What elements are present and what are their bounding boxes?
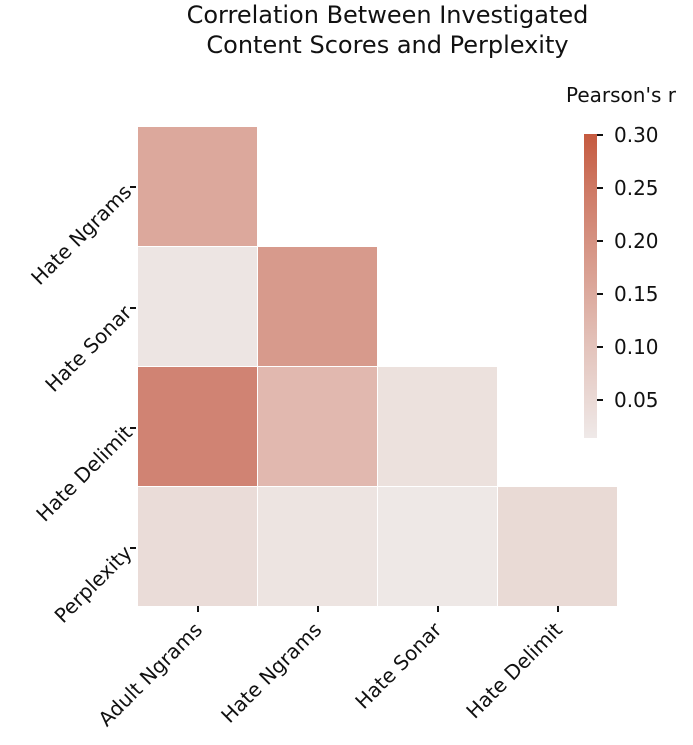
colorbar-tick <box>597 134 603 136</box>
x-tick <box>317 606 319 612</box>
heatmap-cell <box>138 127 257 246</box>
colorbar <box>584 134 597 438</box>
y-label-perplexity: Perplexity <box>49 540 137 628</box>
colorbar-label: 0.10 <box>614 335 659 359</box>
colorbar-tick <box>597 346 603 348</box>
colorbar-label: 0.25 <box>614 176 659 200</box>
heatmap-cell <box>498 487 617 606</box>
colorbar-tick <box>597 240 603 242</box>
heatmap-cell <box>138 247 257 366</box>
y-label-hate-ngrams: Hate Ngrams <box>26 179 137 290</box>
y-tick <box>130 547 136 549</box>
heatmap-cell <box>378 367 497 486</box>
chart-title-line-1: Correlation Between Investigated <box>186 1 589 29</box>
chart-title: Correlation Between Investigated Content… <box>120 0 655 60</box>
x-tick <box>557 606 559 612</box>
x-tick <box>197 606 199 612</box>
colorbar-label: 0.05 <box>614 388 659 412</box>
x-label-hate-delimit: Hate Delimit <box>460 617 567 724</box>
x-label-adult-ngrams: Adult Ngrams <box>92 617 207 732</box>
heatmap-cell <box>138 367 257 486</box>
x-tick <box>437 606 439 612</box>
y-tick <box>130 427 136 429</box>
colorbar-tick <box>597 399 603 401</box>
heatmap-cell <box>258 247 377 366</box>
heatmap-cell <box>258 487 377 606</box>
colorbar-label: 0.20 <box>614 229 659 253</box>
colorbar-label: 0.15 <box>614 282 659 306</box>
heatmap-cell <box>138 487 257 606</box>
y-tick <box>130 186 136 188</box>
heatmap-cell <box>378 487 497 606</box>
y-label-hate-delimit: Hate Delimit <box>30 420 137 527</box>
y-tick <box>130 307 136 309</box>
x-label-hate-ngrams: Hate Ngrams <box>216 617 327 728</box>
y-label-hate-sonar: Hate Sonar <box>40 300 137 397</box>
colorbar-label: 0.30 <box>614 123 659 147</box>
x-label-hate-sonar: Hate Sonar <box>350 617 447 714</box>
colorbar-tick <box>597 293 603 295</box>
colorbar-title: Pearson's r <box>566 83 676 107</box>
chart-title-line-2: Content Scores and Perplexity <box>206 31 569 59</box>
heatmap-cell <box>258 367 377 486</box>
colorbar-tick <box>597 187 603 189</box>
